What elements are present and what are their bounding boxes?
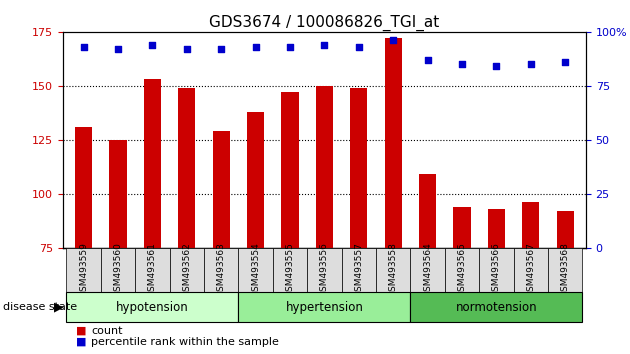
Point	[560, 59, 570, 65]
FancyBboxPatch shape	[204, 248, 238, 292]
Point	[526, 61, 536, 67]
Bar	[419, 175, 436, 354]
Text: GSM493562: GSM493562	[182, 242, 192, 297]
Point	[79, 44, 89, 50]
Point	[457, 61, 467, 67]
FancyBboxPatch shape	[307, 248, 341, 292]
Bar	[75, 127, 92, 354]
Text: GSM493563: GSM493563	[217, 242, 226, 297]
Bar	[247, 112, 264, 354]
Title: GDS3674 / 100086826_TGI_at: GDS3674 / 100086826_TGI_at	[209, 14, 440, 30]
Text: ▶: ▶	[54, 301, 63, 314]
Text: GSM493561: GSM493561	[148, 242, 157, 297]
Bar	[385, 38, 402, 354]
Text: GSM493560: GSM493560	[113, 242, 123, 297]
Point	[354, 44, 364, 50]
Point	[285, 44, 295, 50]
FancyBboxPatch shape	[101, 248, 135, 292]
FancyBboxPatch shape	[238, 248, 273, 292]
FancyBboxPatch shape	[479, 248, 513, 292]
Text: GSM493558: GSM493558	[389, 242, 398, 297]
Text: count: count	[91, 326, 123, 336]
Point	[388, 38, 398, 43]
Point	[216, 46, 226, 52]
Text: GSM493555: GSM493555	[285, 242, 295, 297]
Point	[251, 44, 261, 50]
Text: GSM493564: GSM493564	[423, 242, 432, 297]
Text: ■: ■	[76, 326, 86, 336]
FancyBboxPatch shape	[169, 248, 204, 292]
Bar	[557, 211, 574, 354]
Point	[113, 46, 123, 52]
FancyBboxPatch shape	[376, 248, 411, 292]
Text: hypotension: hypotension	[116, 301, 189, 314]
Bar	[144, 79, 161, 354]
Text: disease state: disease state	[3, 302, 77, 312]
Text: GSM493565: GSM493565	[457, 242, 467, 297]
Bar	[110, 140, 127, 354]
FancyBboxPatch shape	[341, 248, 376, 292]
Text: hypertension: hypertension	[285, 301, 364, 314]
Text: percentile rank within the sample: percentile rank within the sample	[91, 337, 279, 347]
FancyBboxPatch shape	[411, 248, 445, 292]
Point	[491, 64, 501, 69]
Point	[147, 42, 158, 48]
Bar	[213, 131, 230, 354]
Bar	[178, 88, 195, 354]
FancyBboxPatch shape	[548, 248, 583, 292]
Text: normotension: normotension	[455, 301, 537, 314]
FancyBboxPatch shape	[66, 292, 238, 322]
Text: GSM493559: GSM493559	[79, 242, 88, 297]
FancyBboxPatch shape	[66, 248, 101, 292]
FancyBboxPatch shape	[273, 248, 307, 292]
Bar	[316, 86, 333, 354]
Point	[319, 42, 329, 48]
Bar	[350, 88, 367, 354]
Bar	[488, 209, 505, 354]
Text: GSM493557: GSM493557	[354, 242, 364, 297]
Text: GSM493568: GSM493568	[561, 242, 570, 297]
Bar	[282, 92, 299, 354]
FancyBboxPatch shape	[445, 248, 479, 292]
Point	[182, 46, 192, 52]
Text: GSM493554: GSM493554	[251, 242, 260, 297]
Point	[423, 57, 433, 63]
FancyBboxPatch shape	[411, 292, 583, 322]
FancyBboxPatch shape	[135, 248, 169, 292]
FancyBboxPatch shape	[238, 292, 411, 322]
Text: GSM493566: GSM493566	[492, 242, 501, 297]
Bar	[522, 202, 539, 354]
FancyBboxPatch shape	[513, 248, 548, 292]
Text: GSM493567: GSM493567	[526, 242, 536, 297]
Text: GSM493556: GSM493556	[320, 242, 329, 297]
Bar	[454, 207, 471, 354]
Text: ■: ■	[76, 337, 86, 347]
